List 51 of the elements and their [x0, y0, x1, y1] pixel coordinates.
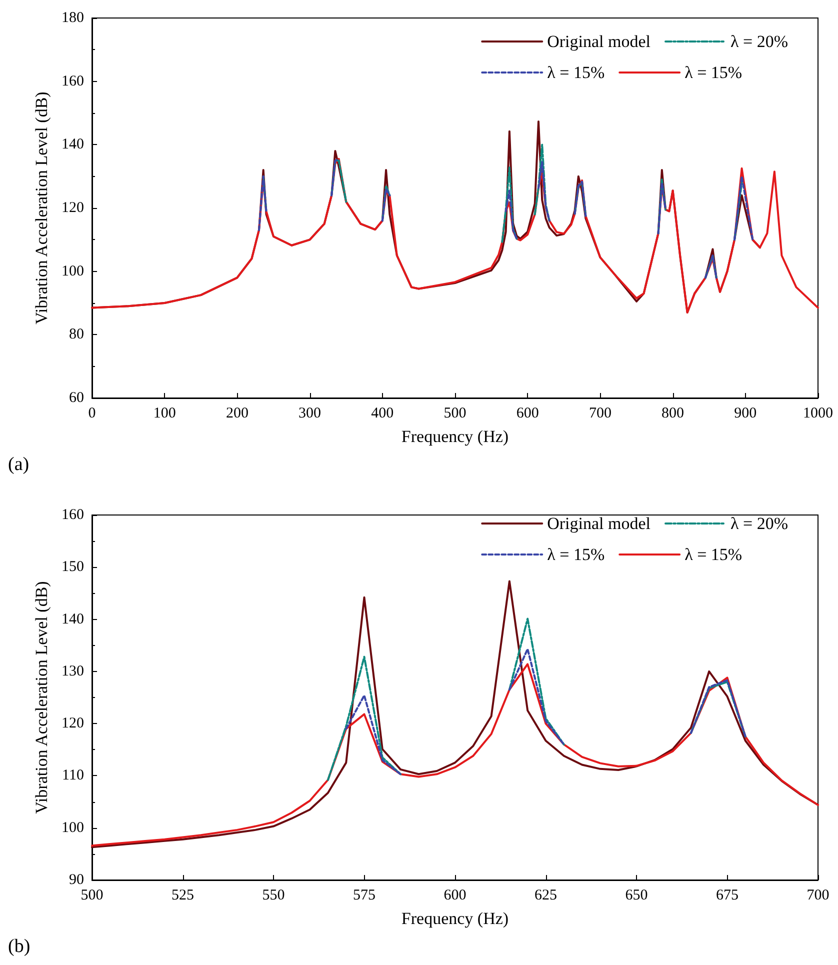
y-axis-title: Vibration Acceleration Level (dB)	[32, 92, 51, 324]
line-series	[91, 158, 819, 314]
y-tick-label: 140	[62, 136, 84, 153]
text: (b)	[8, 936, 30, 957]
y-tick-label: 120	[62, 200, 84, 216]
y-tick-label: 60	[69, 390, 84, 406]
x-tick-label: 500	[80, 888, 104, 904]
text: (a)	[8, 454, 30, 475]
x-tick-label: 700	[588, 406, 612, 422]
legend-label: λ = 15%	[684, 545, 742, 564]
x-axis-title: Frequency (Hz)	[401, 427, 509, 446]
x-tick-label: 300	[298, 406, 322, 422]
x-tick-label: 600	[516, 406, 539, 422]
y-tick-label: 160	[62, 507, 84, 523]
y-tick-label: 90	[69, 872, 84, 888]
x-tick-label: 100	[153, 406, 176, 422]
x-tick-label: 400	[371, 406, 394, 422]
x-tick-label: 800	[662, 406, 684, 422]
y-tick-label: 180	[62, 10, 84, 26]
legend-label: λ = 15%	[547, 63, 605, 82]
legend-label: Original model	[547, 32, 651, 51]
y-axis-title: Vibration Acceleration Level (dB)	[32, 581, 51, 814]
x-tick-label: 550	[262, 888, 285, 904]
y-tick-label: 100	[62, 820, 84, 836]
y-tick-label: 150	[62, 559, 84, 576]
x-tick-label: 700	[806, 888, 830, 904]
x-tick-label: 0	[88, 406, 96, 422]
x-axis-title: Frequency (Hz)	[401, 909, 509, 928]
x-tick-label: 650	[625, 888, 648, 904]
legend-label: Original model	[547, 514, 651, 533]
legend-label: λ = 15%	[684, 63, 742, 82]
x-tick-label: 575	[353, 888, 376, 904]
y-tick-label: 130	[62, 663, 84, 680]
y-tick-label: 140	[62, 611, 84, 628]
y-tick-label: 120	[62, 716, 84, 732]
legend-label: λ = 20%	[730, 32, 788, 51]
x-tick-label: 600	[444, 888, 466, 904]
x-tick-label: 200	[226, 406, 248, 422]
x-tick-label: 675	[716, 888, 738, 904]
y-tick-label: 160	[62, 73, 84, 90]
x-tick-label: 625	[534, 888, 557, 904]
x-tick-label: 500	[444, 406, 466, 422]
y-tick-label: 80	[69, 326, 84, 343]
y-tick-label: 110	[62, 768, 84, 784]
legend-label: λ = 20%	[730, 514, 788, 533]
x-tick-label: 525	[172, 888, 194, 904]
line-series	[91, 663, 819, 847]
x-tick-label: 900	[734, 406, 757, 422]
x-tick-label: 1000	[803, 406, 833, 422]
legend-label: λ = 15%	[547, 545, 605, 564]
y-tick-label: 100	[62, 263, 84, 280]
